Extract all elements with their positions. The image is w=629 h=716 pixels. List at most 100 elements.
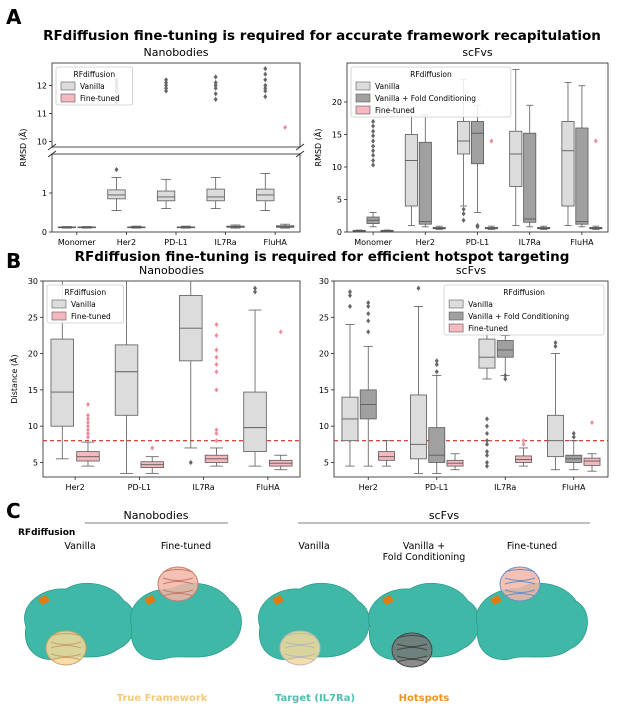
y-tick-label: 20 [28, 350, 38, 359]
box-Her2-Vanilla [341, 289, 359, 467]
outlier-point [366, 300, 371, 306]
box-FluHA-Vanilla + Fold Conditioning [575, 85, 589, 228]
outlier-point [416, 285, 421, 291]
outlier-point [484, 441, 489, 447]
outlier-point [434, 361, 439, 368]
hotspot-patch [490, 595, 502, 605]
outlier-point [371, 123, 376, 129]
outlier-point [214, 438, 219, 444]
outlier-point [214, 332, 219, 339]
x-tick-label: Monomer [354, 238, 392, 247]
box-PD-L1-Fine-tuned [176, 225, 196, 229]
x-tick-label: FluHA [570, 238, 594, 247]
panel-c-row-label: RFdiffusion [18, 528, 75, 538]
box-iqr [457, 121, 471, 155]
legend-entry: Fine-tuned [468, 324, 508, 333]
box-PD-L1-Vanilla [410, 285, 427, 474]
outlier-point [484, 430, 489, 437]
outlier-point [263, 85, 268, 91]
binder-strand [162, 581, 194, 585]
panel-a-title: RFdiffusion fine-tuning is required for … [43, 28, 601, 44]
binder-strand [504, 581, 536, 585]
outlier-point [263, 66, 268, 72]
box-FluHA-Vanilla [561, 82, 575, 226]
binder-strand [50, 657, 82, 661]
box-iqr [478, 338, 496, 369]
legend-true-framework: True Framework [117, 693, 208, 704]
box-FluHA-Fine-tuned [589, 138, 603, 230]
legend-entry: Vanilla [71, 300, 96, 309]
binder-strand [50, 633, 82, 637]
axis-break-mark [47, 143, 57, 151]
x-tick-label: IL7Ra [494, 483, 516, 492]
outlier-point [213, 85, 218, 91]
outlier-point [371, 133, 376, 139]
outlier-point [150, 445, 155, 451]
binder-strand [504, 589, 536, 593]
box-iqr [509, 130, 523, 187]
y-tick-label: 11 [37, 109, 47, 118]
box-iqr [156, 190, 176, 202]
col-label-scfv-vanilla: Vanilla [298, 541, 329, 552]
outlier-point [461, 206, 466, 212]
box-iqr [378, 451, 395, 461]
box-IL7Ra-Fine-tuned [537, 225, 551, 230]
box-IL7Ra-Vanilla [509, 69, 523, 226]
outlier-point [371, 157, 376, 164]
x-tick-label: PD-L1 [164, 238, 187, 247]
y-tick-label: 0 [337, 228, 342, 237]
binder-strand [162, 593, 194, 597]
box-iqr [114, 344, 139, 416]
binder-strand [162, 577, 194, 581]
legend-title: RFdiffusion [64, 288, 106, 297]
outlier-point [214, 369, 219, 375]
outlier-point [571, 434, 576, 440]
y-tick-label: 30 [319, 277, 329, 286]
y-axis-label: RMSD (Å) [312, 129, 323, 167]
outlier-point [347, 292, 352, 299]
binder-strand [50, 641, 82, 645]
outlier-point [85, 401, 90, 408]
chart-b-scfvs: scFvs 5 10 15 20 25 30 Her2 PD-L1 IL7Ra FluHA RFdif… [319, 264, 609, 492]
legend-title: RFdiffusion [73, 70, 115, 79]
outlier-point [214, 321, 219, 328]
legend-title: RFdiffusion [410, 70, 452, 79]
outlier-point [461, 211, 466, 217]
legend-swatch [60, 93, 76, 103]
outlier-point [366, 329, 371, 335]
panel-c-structures: C Nanobodies scFvs RFdiffusion Vanilla F… [6, 499, 590, 704]
box-Her2-Vanilla + Fold Conditioning [359, 300, 377, 467]
x-tick-label: FluHA [264, 238, 288, 247]
binder-strand [50, 653, 82, 657]
outlier-point [85, 434, 90, 440]
outlier-point [85, 430, 90, 437]
legend-entry: Vanilla + Fold Conditioning [468, 312, 569, 321]
outlier-point [85, 412, 90, 418]
outlier-point [214, 361, 219, 368]
legend-swatch [51, 311, 67, 321]
outlier-point [214, 347, 219, 353]
outlier-point [263, 94, 268, 100]
box-Her2-Fine-tuned [127, 225, 146, 229]
axis-break-mark [47, 150, 57, 158]
legend-entry: Vanilla + Fold Conditioning [375, 94, 476, 103]
outlier-point [214, 354, 219, 360]
panel-a-letter: A [6, 5, 22, 29]
legend-hotspots: Hotspots [399, 693, 450, 704]
binder-structure [157, 566, 199, 602]
legend: RFdiffusion Vanilla Vanilla + Fold Conditi… [443, 284, 605, 336]
box-IL7Ra-Vanilla [179, 280, 203, 466]
box-iqr [561, 121, 575, 207]
binder-strand [284, 641, 316, 645]
outlier-point [371, 138, 376, 144]
box-iqr [410, 394, 427, 460]
box-iqr [50, 338, 74, 427]
legend-swatch [355, 81, 371, 91]
box-iqr [243, 391, 267, 452]
outlier-point [484, 416, 489, 422]
y-tick-label: 5 [324, 458, 329, 467]
outlier-point [214, 430, 219, 437]
box-IL7Ra-Vanilla + Fold Conditioning [523, 104, 537, 228]
box-Her2-Vanilla [404, 111, 418, 226]
box-iqr [523, 132, 537, 223]
